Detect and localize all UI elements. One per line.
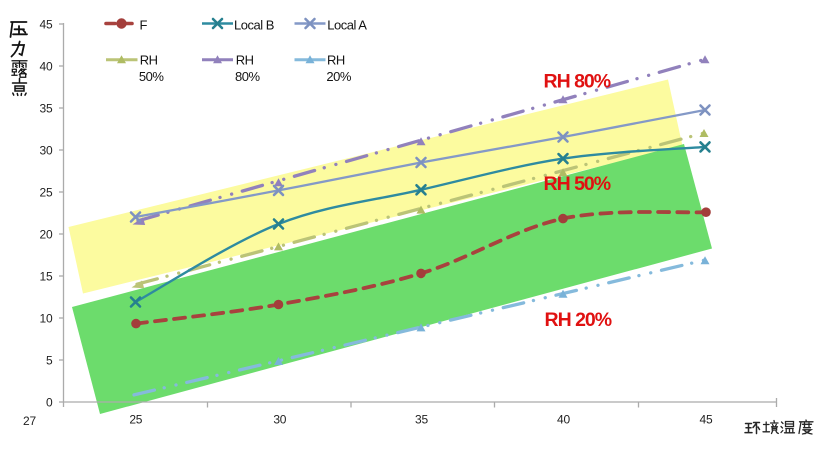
svg-text:Local A: Local A [327,18,367,33]
svg-text:80%: 80% [235,69,260,84]
svg-text:RH 50%: RH 50% [544,173,611,195]
svg-text:RH: RH [327,53,345,68]
svg-text:35: 35 [40,102,53,116]
svg-text:RH: RH [236,53,254,68]
svg-text:RH 80%: RH 80% [544,71,611,93]
svg-text:RH: RH [140,53,158,68]
svg-text:25: 25 [129,413,142,427]
svg-text:5: 5 [46,354,53,368]
svg-text:30: 30 [40,144,53,158]
svg-text:50%: 50% [139,69,164,84]
svg-text:25: 25 [40,186,53,200]
svg-text:RH 20%: RH 20% [545,309,612,331]
svg-text:20%: 20% [326,69,351,84]
svg-text:40: 40 [557,413,570,427]
svg-text:30: 30 [273,413,286,427]
svg-text:0: 0 [46,396,53,410]
svg-text:F: F [140,18,148,33]
svg-text:35: 35 [415,413,428,427]
svg-text:Local B: Local B [234,18,274,33]
svg-text:45: 45 [700,413,713,427]
svg-text:27: 27 [23,414,36,428]
svg-text:10: 10 [40,312,53,326]
svg-text:15: 15 [40,270,53,284]
svg-text:40: 40 [40,60,53,74]
svg-text:20: 20 [40,228,53,242]
svg-text:45: 45 [40,18,53,32]
